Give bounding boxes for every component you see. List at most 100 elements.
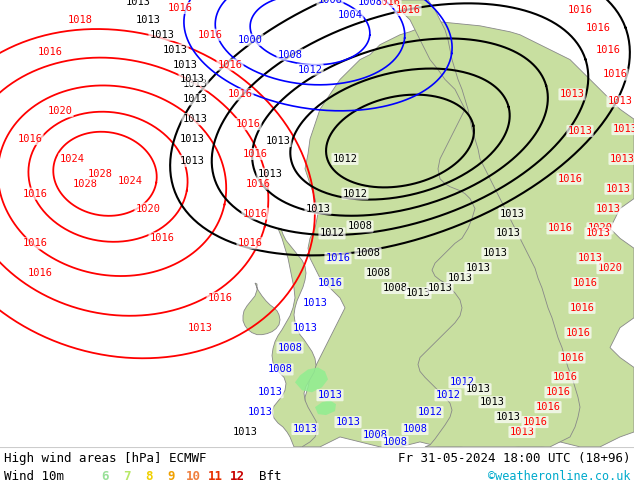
Text: 1024: 1024 [117,176,143,186]
Text: 1013: 1013 [162,45,188,55]
Text: 1016: 1016 [557,174,583,184]
Text: 1008: 1008 [363,430,387,440]
Text: 1013: 1013 [609,154,634,164]
Text: 1013: 1013 [183,114,207,124]
Text: 1008: 1008 [382,283,408,293]
Text: 1013: 1013 [136,15,160,25]
Text: 1013: 1013 [183,94,207,104]
Text: Bft: Bft [259,470,281,483]
Text: 1008: 1008 [347,221,373,231]
Text: 1016: 1016 [396,5,420,15]
Text: 1013: 1013 [578,253,602,263]
Text: 1016: 1016 [167,3,193,13]
Text: 1016: 1016 [242,209,268,219]
Text: 1013: 1013 [179,134,205,144]
Text: 1008: 1008 [365,268,391,278]
Text: 11: 11 [207,470,223,483]
Text: 1013: 1013 [559,89,585,99]
Text: 1013: 1013 [172,60,198,70]
Text: 1013: 1013 [612,124,634,134]
Text: 1016: 1016 [566,328,590,338]
Text: 1013: 1013 [257,169,283,179]
Text: 6: 6 [101,470,109,483]
Text: Wind 10m: Wind 10m [4,470,64,483]
Text: 1016: 1016 [536,402,560,412]
Text: 1013: 1013 [266,136,290,146]
Text: 1016: 1016 [545,387,571,397]
Polygon shape [272,228,318,447]
Text: 1016: 1016 [573,278,597,288]
Text: 1016: 1016 [235,119,261,129]
Text: 1016: 1016 [569,303,595,313]
Text: 1013: 1013 [406,288,430,298]
Polygon shape [390,0,580,447]
Text: 12: 12 [230,470,245,483]
Text: 1013: 1013 [465,263,491,273]
Text: 1013: 1013 [496,228,521,238]
Text: 1008: 1008 [382,437,408,447]
Text: 1016: 1016 [242,149,268,159]
Text: 1013: 1013 [233,427,257,437]
Polygon shape [315,400,336,415]
Text: 1013: 1013 [567,126,593,136]
Text: 1020: 1020 [48,106,72,116]
Text: 1013: 1013 [179,74,205,84]
Text: 1016: 1016 [548,223,573,233]
Text: 1016: 1016 [318,278,342,288]
Text: 1000: 1000 [238,35,262,45]
Text: 1013: 1013 [448,273,472,283]
Text: 7: 7 [123,470,131,483]
Text: 1008: 1008 [318,0,342,5]
Text: 1004: 1004 [337,10,363,20]
Text: 1013: 1013 [586,228,611,238]
Text: 1008: 1008 [358,0,382,7]
Text: 1008: 1008 [356,248,380,258]
Text: 1012: 1012 [320,228,344,238]
Text: 1016: 1016 [22,238,48,248]
Text: 1016: 1016 [27,268,53,278]
Text: 1013: 1013 [479,397,505,407]
Text: 1013: 1013 [500,209,524,219]
Text: 1008: 1008 [403,424,427,434]
Text: 1008: 1008 [268,365,292,374]
Text: 1016: 1016 [375,0,401,7]
Text: 1024: 1024 [60,154,84,164]
Text: 1016: 1016 [22,189,48,198]
Text: 1016: 1016 [595,45,621,55]
Text: 1012: 1012 [297,65,323,74]
Polygon shape [295,368,328,392]
Text: 1013: 1013 [607,97,633,106]
Text: 1012: 1012 [418,407,443,417]
Text: 1013: 1013 [318,390,342,400]
Text: 1013: 1013 [465,384,491,394]
Text: 1013: 1013 [150,30,174,40]
Text: 1013: 1013 [605,184,630,194]
Text: 1028: 1028 [87,169,112,179]
Text: High wind areas [hPa] ECMWF: High wind areas [hPa] ECMWF [4,452,207,465]
Text: 1008: 1008 [278,343,302,353]
Text: 1013: 1013 [292,424,318,434]
Text: 1013: 1013 [292,323,318,333]
Text: 1013: 1013 [482,248,507,258]
Text: 10: 10 [186,470,200,483]
Text: 1018: 1018 [67,15,93,25]
Text: Fr 31-05-2024 18:00 UTC (18+96): Fr 31-05-2024 18:00 UTC (18+96) [398,452,630,465]
Polygon shape [300,22,634,447]
Text: 1012: 1012 [436,390,460,400]
Text: 1016: 1016 [567,5,593,15]
Text: 1016: 1016 [217,60,242,70]
Text: 1016: 1016 [37,47,63,57]
Text: 1028: 1028 [72,179,98,189]
Text: 1016: 1016 [586,23,611,33]
Text: 1020: 1020 [136,203,160,214]
Text: 1013: 1013 [496,412,521,422]
Text: 1016: 1016 [150,233,174,244]
Text: 9: 9 [167,470,175,483]
Text: 1013: 1013 [306,203,330,214]
Text: 1013: 1013 [427,283,453,293]
Text: 1012: 1012 [450,377,474,387]
Text: 1016: 1016 [522,417,548,427]
Text: 1020: 1020 [588,223,612,233]
Text: 8: 8 [145,470,153,483]
Text: 1013: 1013 [126,0,150,7]
